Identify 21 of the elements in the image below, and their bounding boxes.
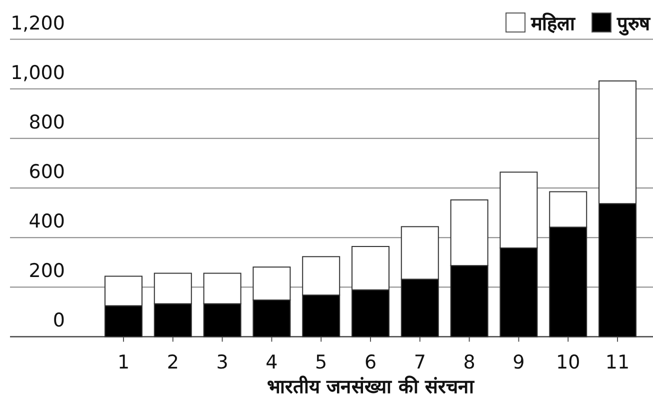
y-tick-label: 600 bbox=[28, 161, 65, 183]
x-tick-label: 2 bbox=[166, 352, 179, 374]
y-tick-label: 400 bbox=[28, 210, 65, 233]
x-tick-label: 3 bbox=[216, 352, 228, 374]
x-tick-label: 9 bbox=[512, 352, 525, 374]
y-tick-label: 1,000 bbox=[10, 62, 65, 84]
x-tick-label: 1 bbox=[117, 352, 130, 374]
x-tick-label: 4 bbox=[266, 352, 278, 374]
legend-label: पुरुष bbox=[616, 13, 651, 36]
x-tick-label: 8 bbox=[463, 352, 476, 374]
x-tick-label: 5 bbox=[315, 352, 328, 374]
y-tick-label: 1,200 bbox=[10, 12, 65, 34]
x-tick-label: 10 bbox=[556, 352, 580, 374]
x-tick-label: 11 bbox=[605, 352, 630, 374]
y-tick-label: 800 bbox=[28, 111, 65, 134]
x-axis-title: भारतीय जनसंख्या की संरचना bbox=[267, 375, 475, 398]
x-tick-label: 7 bbox=[414, 352, 426, 374]
x-tick-label: 6 bbox=[364, 352, 377, 374]
text: महिला bbox=[530, 12, 576, 35]
y-tick-label: 0 bbox=[52, 310, 65, 332]
y-tick-label: 200 bbox=[28, 260, 65, 282]
